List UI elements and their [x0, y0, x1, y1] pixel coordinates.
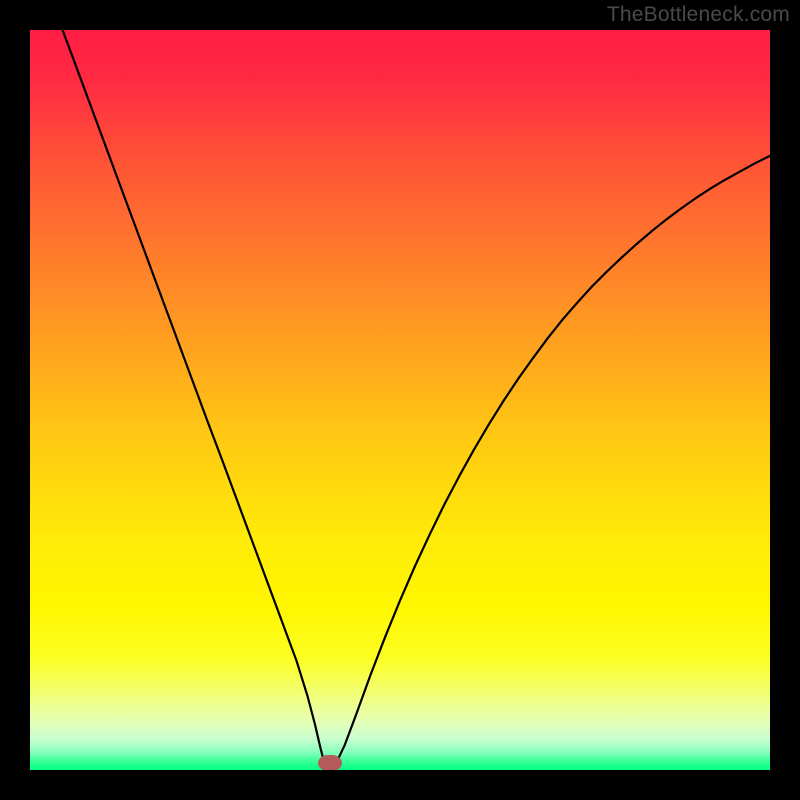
chart-gradient-background — [30, 30, 770, 770]
chart-plot-area — [30, 30, 770, 770]
chart-svg — [30, 30, 770, 770]
watermark-text: TheBottleneck.com — [607, 3, 790, 27]
chart-min-marker — [318, 755, 342, 770]
